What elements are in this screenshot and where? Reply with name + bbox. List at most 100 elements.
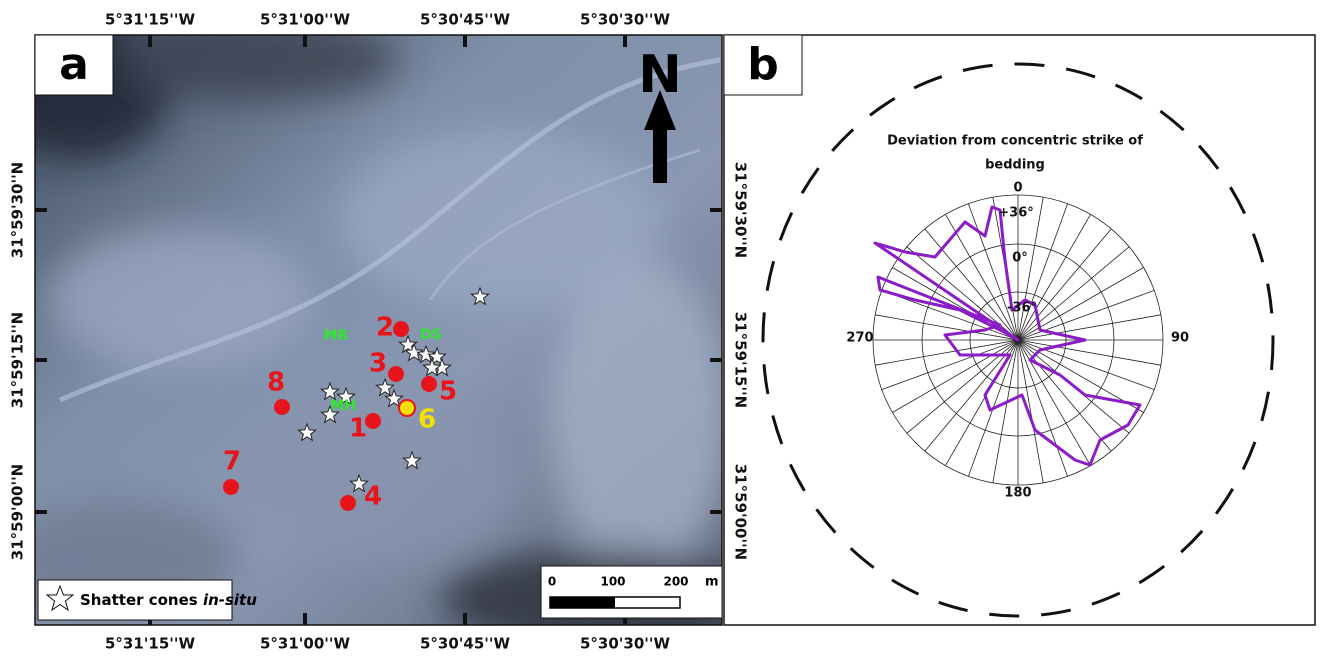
shatter-cone-star <box>349 473 369 493</box>
site-label: 6 <box>418 405 436 435</box>
rose-spoke <box>1017 214 1091 341</box>
rose-spoke <box>881 339 1019 390</box>
latitude-label: 31°59'30''N <box>9 162 27 258</box>
longitude-label: 5°30'45''W <box>420 11 510 29</box>
longitude-label: 5°31'00''W <box>260 11 350 29</box>
rose-spoke <box>1017 246 1130 341</box>
scale-bar <box>550 597 615 608</box>
scale-label: 0 <box>548 575 556 589</box>
shatter-cone-star <box>320 381 340 401</box>
panel-label-box <box>723 34 803 96</box>
shatter-cone-star <box>336 386 356 406</box>
rose-title: bedding <box>985 158 1045 173</box>
rose-outline <box>873 205 1142 467</box>
rose-spoke <box>992 339 1019 483</box>
panel-a-frame <box>34 34 723 626</box>
scale-label: 100 <box>600 575 625 589</box>
rose-spoke <box>1017 197 1044 341</box>
graticule-ticks <box>35 35 722 625</box>
site-marker <box>274 399 290 415</box>
scale-label: 200 <box>663 575 688 589</box>
direction-label: 270 <box>846 331 873 346</box>
longitude-label: 5°31'15''W <box>105 635 195 653</box>
site-label: 3 <box>369 349 387 379</box>
rose-spoke <box>1017 339 1161 366</box>
scale-box <box>540 565 723 619</box>
site-marker <box>388 366 404 382</box>
panel-label: b <box>747 39 779 90</box>
ring-label: -36° <box>1007 301 1037 316</box>
shatter-cone-star <box>422 357 442 377</box>
site-marker <box>340 495 356 511</box>
shatter-cone-star <box>416 344 436 364</box>
latitude-label: 31°59'30''N <box>732 162 750 258</box>
latitude-label: 31°59'00''N <box>732 464 750 560</box>
direction-label: 90 <box>1171 331 1189 346</box>
area-label: MR <box>324 328 349 344</box>
shatter-cone-star <box>404 342 424 362</box>
rose-spoke <box>1017 228 1112 341</box>
shatter-cone-star <box>470 286 490 306</box>
shatter-cone-star <box>427 346 447 366</box>
panel-label-box <box>34 34 114 96</box>
rose-spoke <box>945 214 1019 341</box>
shatter-cone-star <box>297 422 317 442</box>
area-label: DS <box>420 327 442 343</box>
rose-spoke <box>881 290 1019 341</box>
dashed-boundary <box>761 62 1275 618</box>
legend-star <box>45 584 75 612</box>
legend-text: Shatter cones in-situ <box>80 591 257 609</box>
rose-spoke <box>1017 339 1155 390</box>
rose-spoke <box>1017 203 1068 341</box>
site-label: 7 <box>223 447 241 477</box>
scale-unit: m <box>705 575 719 590</box>
legend-text: Shatter cones <box>80 591 203 609</box>
latitude-label: 31°59'00''N <box>9 464 27 560</box>
area-label: MH <box>330 398 356 414</box>
shatter-cone-star <box>402 450 422 470</box>
site-marker <box>421 376 437 392</box>
legend-box <box>37 579 233 621</box>
site-label: 5 <box>439 377 457 407</box>
shatter-cone-star <box>320 404 340 424</box>
longitude-label: 5°30'30''W <box>580 635 670 653</box>
rose-spoke <box>924 339 1019 452</box>
rose-spoke <box>875 314 1019 341</box>
rose-spoke <box>1017 290 1155 341</box>
site-label: 4 <box>364 482 382 512</box>
rose-spoke <box>1017 339 1044 483</box>
longitude-label: 5°31'15''W <box>105 11 195 29</box>
latitude-label: 31°59'15''N <box>732 312 750 408</box>
ring-label: +36° <box>998 206 1033 221</box>
panel-label: a <box>59 39 89 90</box>
shatter-cone-star <box>384 388 404 408</box>
rose-spoke <box>1017 339 1068 477</box>
site-label: 2 <box>376 313 394 343</box>
north-arrow <box>644 90 676 183</box>
ring-label: 0 <box>1013 181 1022 196</box>
longitude-label: 5°31'00''W <box>260 635 350 653</box>
site-label: 8 <box>267 368 285 398</box>
direction-label: 180 <box>1004 486 1031 501</box>
shatter-cone-star <box>375 377 395 397</box>
site-marker <box>223 479 239 495</box>
longitude-label: 5°30'45''W <box>420 635 510 653</box>
site-marker <box>393 321 409 337</box>
latitude-label: 31°59'15''N <box>9 312 27 408</box>
satellite-image <box>35 35 722 625</box>
rose-spoke <box>1017 314 1161 341</box>
site-marker <box>365 413 381 429</box>
site-markers: 1 2 3 4 56 7 8 MR DS MH <box>223 286 490 512</box>
shatter-cone-star <box>398 334 418 354</box>
rose-spoke <box>968 203 1019 341</box>
site-marker <box>398 399 416 417</box>
rose-spoke <box>875 339 1019 366</box>
longitude-label: 5°30'30''W <box>580 11 670 29</box>
rose-title: Deviation from concentric strike of <box>887 134 1143 149</box>
rose-spoke <box>924 228 1019 341</box>
site-label: 1 <box>349 414 367 444</box>
ring-label: 0° <box>1012 251 1028 266</box>
rose-spoke <box>892 339 1019 413</box>
legend-italic: in-situ <box>203 591 257 609</box>
